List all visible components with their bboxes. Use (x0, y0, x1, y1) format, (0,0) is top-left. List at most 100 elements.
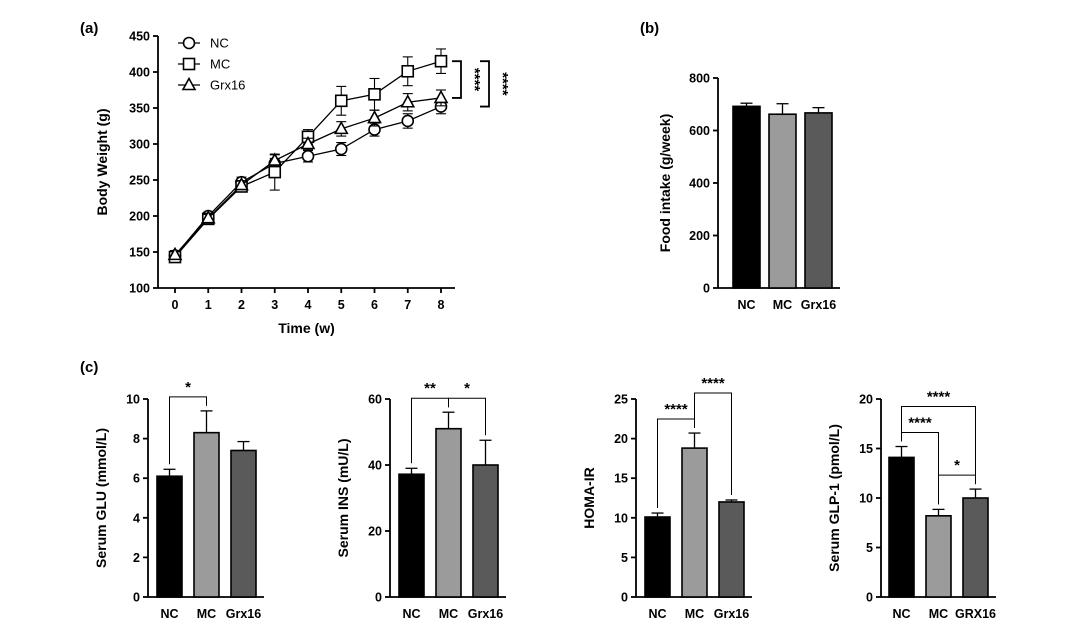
y-axis-title: Serum GLU (mmol/L) (93, 428, 109, 568)
data-point-circle (182, 36, 196, 50)
y-tick-label: 40 (368, 459, 382, 473)
bar-mc (768, 113, 797, 289)
serum-glu-chart: 0 2 4 6 8 10 Serum GLU (mmol/L) NC MC Grx16 * (93, 379, 264, 621)
y-tick-label: 10 (859, 492, 873, 506)
y-axis-title: HOMA-IR (581, 467, 597, 528)
significance-label: **** (494, 72, 511, 96)
data-point-triangle (367, 109, 382, 124)
x-tick-label: Grx16 (801, 298, 836, 312)
bar-grx16 (472, 464, 499, 598)
bar-grx16 (962, 497, 989, 598)
bracket-line (694, 392, 732, 495)
x-tick-label: 0 (172, 298, 179, 312)
y-tick-label: 400 (689, 177, 710, 191)
significance-label: **** (466, 68, 483, 92)
homa-ir-chart: 0 5 10 15 20 25 HOMA-IR NC MC Grx16 **** **** (581, 375, 752, 621)
data-point-square (434, 54, 448, 68)
legend: NC MC Grx16 (178, 36, 245, 93)
y-tick-label: 200 (689, 229, 710, 243)
legend-label: MC (210, 57, 230, 72)
x-axis-title: Time (w) (278, 320, 335, 336)
x-tick-label: 5 (338, 298, 345, 312)
y-tick-label: 4 (133, 511, 140, 525)
y-tick-label: 15 (859, 442, 873, 456)
x-tick-label: NC (160, 607, 178, 621)
significance-label: **** (908, 415, 932, 432)
y-axis-title: Serum INS (mU/L) (335, 438, 351, 557)
significance-label: **** (701, 375, 725, 392)
y-tick-label: 0 (375, 591, 382, 605)
y-tick-label: 5 (621, 551, 628, 565)
data-point-circle (301, 149, 315, 163)
data-point-triangle (333, 120, 349, 135)
bar-grx16 (230, 449, 257, 598)
x-tick-label: NC (892, 607, 910, 621)
x-tick-label: MC (773, 298, 792, 312)
significance-label: * (954, 457, 960, 474)
significance-label: * (464, 380, 470, 397)
y-tick-label: 350 (129, 102, 150, 116)
bar-nc (888, 456, 915, 598)
series-nc (168, 98, 448, 262)
significance-bracket: **** (694, 375, 732, 495)
data-point-square (182, 57, 196, 71)
data-point-triangle (267, 152, 283, 166)
significance-bracket: * (448, 380, 486, 436)
x-tick-label: Grx16 (714, 607, 749, 621)
body-weight-chart: 100 150 200 250 300 350 400 450 0 1 2 3 4 5 6 7 8 Time (w… (94, 30, 511, 337)
x-tick-label: 1 (205, 298, 212, 312)
data-point-triangle (300, 135, 316, 150)
x-tick-label: 4 (305, 298, 312, 312)
y-tick-label: 2 (133, 551, 140, 565)
series-grx16 (167, 89, 449, 261)
bracket-line (901, 406, 976, 485)
y-tick-label: 0 (133, 591, 140, 605)
bar-nc (398, 473, 425, 598)
bar-nc (732, 105, 761, 289)
data-point-triangle (234, 176, 249, 191)
bracket-line (901, 432, 939, 505)
data-point-circle (401, 114, 415, 128)
y-tick-label: 15 (614, 472, 628, 486)
y-tick-label: 250 (129, 174, 150, 188)
y-tick-label: 20 (859, 393, 873, 407)
bar-mc (925, 515, 952, 598)
x-tick-label: Grx16 (468, 607, 503, 621)
data-point-circle (334, 142, 348, 156)
bar-nc (644, 516, 671, 598)
y-tick-label: 8 (133, 432, 140, 446)
y-tick-label: 10 (126, 393, 140, 407)
x-tick-label: 2 (238, 298, 245, 312)
data-point-square (334, 94, 348, 108)
bar-mc (681, 447, 708, 598)
significance-label: **** (927, 389, 951, 406)
bar-mc (193, 431, 220, 598)
legend-label: Grx16 (210, 78, 245, 93)
significance-bracket: **** (480, 60, 511, 108)
data-point-square (401, 64, 415, 78)
y-tick-label: 200 (129, 210, 150, 224)
y-tick-label: 450 (129, 30, 150, 44)
y-axis-title: Serum GLP-1 (pmol/L) (826, 424, 842, 572)
data-point-square (368, 88, 381, 101)
significance-label: ** (424, 380, 436, 397)
bracket-line (448, 397, 486, 436)
x-tick-label: MC (439, 607, 458, 621)
x-tick-label: MC (929, 607, 948, 621)
y-tick-label: 300 (129, 138, 150, 152)
y-tick-label: 20 (614, 432, 628, 446)
series-line (174, 105, 442, 257)
y-tick-label: 800 (689, 72, 710, 86)
y-tick-label: 20 (368, 525, 382, 539)
panel-label-a: (a) (80, 20, 98, 37)
y-tick-label: 60 (368, 393, 382, 407)
significance-label: * (185, 379, 191, 396)
panel-label-b: (b) (640, 20, 659, 37)
y-tick-label: 6 (133, 472, 140, 486)
y-tick-label: 25 (614, 393, 628, 407)
y-tick-label: 0 (621, 591, 628, 605)
x-tick-label: MC (685, 607, 704, 621)
